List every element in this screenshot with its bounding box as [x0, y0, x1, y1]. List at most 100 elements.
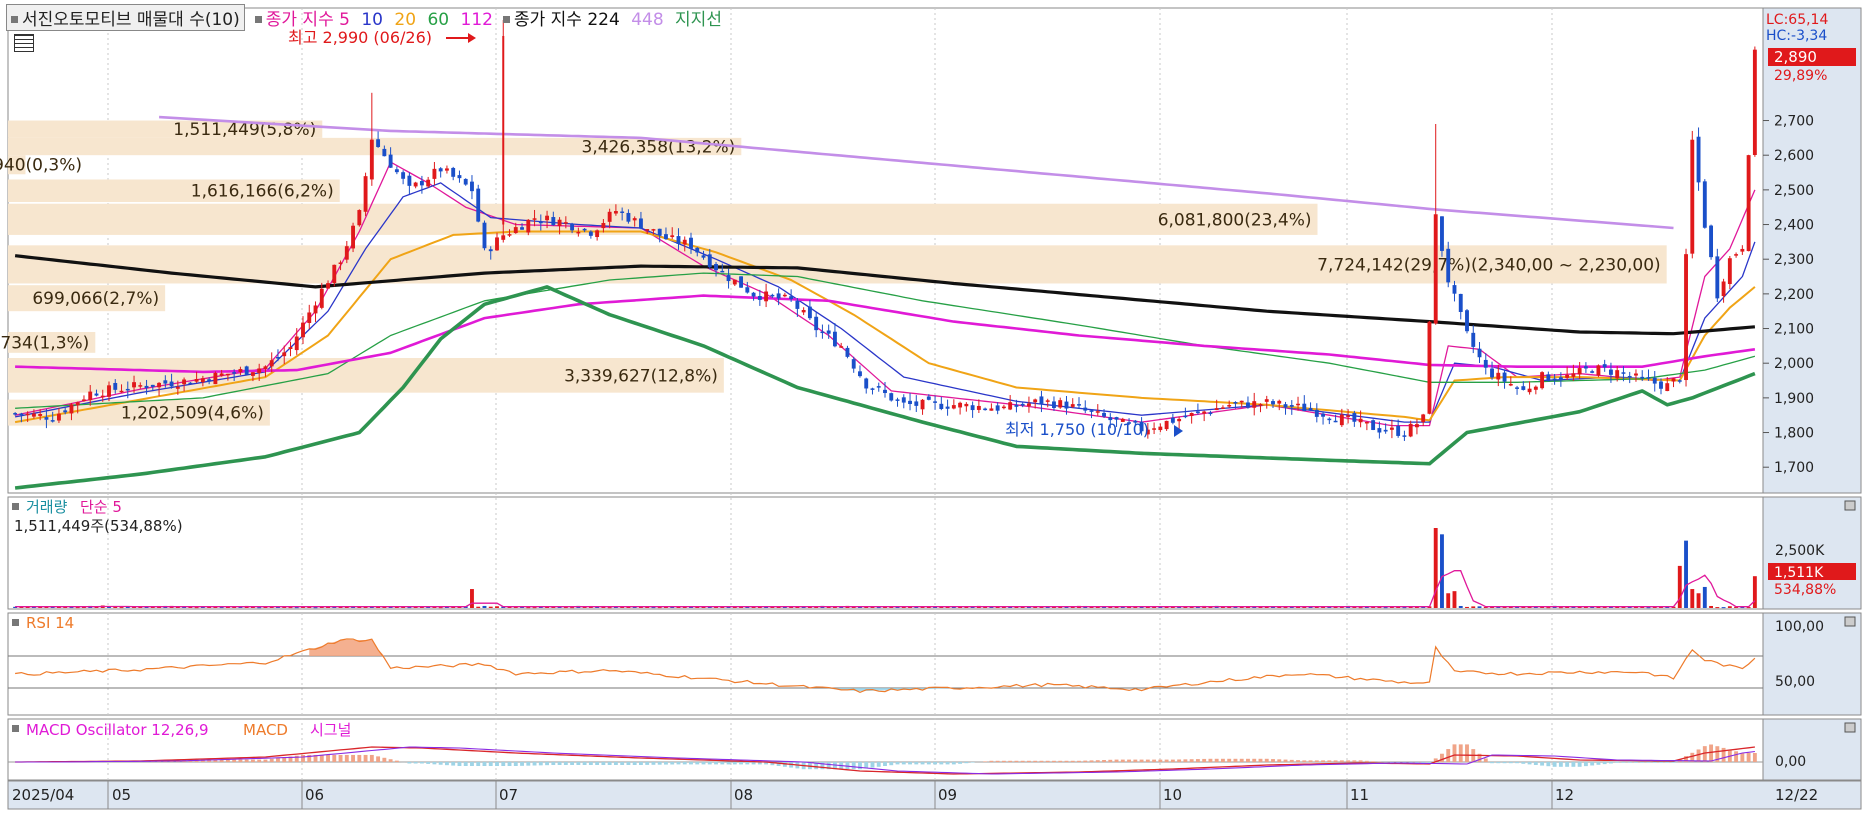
macd-close-button[interactable]: [1845, 723, 1855, 732]
candle-body: [977, 406, 981, 410]
macd-osc-bar: [1709, 745, 1713, 763]
candle-body: [677, 236, 681, 244]
candle-body: [858, 371, 862, 376]
candle-body: [689, 238, 693, 249]
macd-osc-bar: [1296, 760, 1300, 762]
price-tick-label: 2,300: [1774, 252, 1814, 268]
candle-body: [639, 218, 643, 228]
candle-body: [1152, 428, 1156, 430]
candle-body: [1709, 226, 1713, 258]
candle-body: [1690, 140, 1694, 254]
candle-body: [1747, 155, 1751, 251]
rsi-close-button[interactable]: [1845, 617, 1855, 626]
candle-body: [1740, 249, 1744, 252]
candle-body: [1177, 419, 1181, 421]
current-change: 29,89%: [1774, 68, 1827, 84]
price-tick-label: 2,500: [1774, 183, 1814, 199]
candle-body: [276, 357, 280, 359]
time-label: 08: [734, 786, 753, 804]
candle-body: [658, 229, 662, 236]
macd-osc-bar: [1659, 762, 1663, 763]
macd-osc-bar: [1309, 760, 1313, 762]
candle-body: [351, 226, 355, 249]
ma60-legend: 60: [427, 10, 449, 30]
candle-body: [326, 283, 330, 288]
candle-body: [1578, 368, 1582, 374]
title-box[interactable]: 서진오토모티브 매물대 수(10): [6, 4, 245, 31]
candle-body: [770, 295, 774, 297]
macd-osc-bar: [1340, 760, 1344, 762]
macd-osc-bar: [1352, 760, 1356, 762]
candle-body: [101, 396, 105, 398]
macd-osc-bar: [1065, 761, 1069, 762]
macd-osc-bar: [752, 762, 756, 764]
macd-osc-bar: [583, 762, 587, 765]
candle-body: [314, 305, 318, 313]
macd-osc-bar: [1540, 762, 1544, 766]
candle-body: [1509, 384, 1513, 386]
macd-osc-bar: [370, 755, 374, 762]
candle-body: [1340, 415, 1344, 426]
candle-body: [1515, 387, 1519, 389]
candle-body: [683, 240, 687, 245]
ma-long-legend[interactable]: 종가 지수 224 448 지지선: [503, 5, 722, 30]
macd-osc-bar: [1040, 761, 1044, 762]
candle-body: [1471, 333, 1475, 347]
macd-osc-bar: [501, 762, 505, 766]
time-label: 09: [938, 786, 957, 804]
candle-body: [170, 382, 174, 387]
candle-body: [401, 172, 405, 179]
candle-body: [1678, 380, 1682, 382]
table-icon[interactable]: [14, 34, 34, 52]
candle-body: [551, 217, 555, 225]
ma-legend[interactable]: 종가 지수 5 10 20 60 112: [255, 5, 493, 30]
candle-body: [51, 420, 55, 422]
candle-body: [927, 396, 931, 399]
low-label: 최저 1,750 (10/10): [1005, 420, 1149, 439]
macd-osc-bar: [1158, 760, 1162, 762]
macd-osc-bar: [1703, 746, 1707, 762]
macd-osc-bar: [745, 762, 749, 764]
volume-axis-tick: 2,500K: [1775, 543, 1825, 559]
macd-osc-bar: [664, 762, 668, 765]
candle-body: [1415, 424, 1419, 427]
candle-body: [1196, 411, 1200, 413]
macd-osc-bar: [539, 762, 543, 765]
candle-body: [1183, 416, 1187, 418]
price-tick-label: 2,200: [1774, 287, 1814, 303]
macd-osc-bar: [645, 762, 649, 765]
volume-bar: [1684, 541, 1688, 608]
candle-body: [1277, 401, 1281, 404]
candle-body: [695, 248, 699, 253]
macd-osc-bar: [439, 762, 443, 765]
candle-body: [382, 149, 386, 156]
candle-body: [489, 249, 493, 251]
candle-body: [508, 234, 512, 236]
macd-osc-bar: [1371, 761, 1375, 762]
candle-body: [63, 410, 67, 412]
candle-body: [576, 232, 580, 234]
macd-osc-bar: [464, 762, 468, 766]
macd-osc-bar: [1108, 760, 1112, 762]
time-label: 11: [1350, 786, 1369, 804]
candle-body: [1465, 310, 1469, 331]
candle-body: [1227, 405, 1231, 407]
candle-body: [282, 352, 286, 356]
candle-body: [1753, 50, 1757, 155]
macd-osc-bar: [914, 762, 918, 764]
price-tick-label: 1,700: [1774, 460, 1814, 476]
candle-body: [1008, 402, 1012, 409]
volume-close-button[interactable]: [1845, 501, 1855, 510]
ma10-legend: 10: [361, 10, 383, 30]
candle-body: [1290, 405, 1294, 407]
volume-bar: [1690, 589, 1694, 608]
candle-body: [1365, 422, 1369, 424]
candle-body: [1496, 373, 1500, 380]
macd-osc-bar: [1503, 762, 1507, 763]
candle-body: [458, 175, 462, 178]
macd-osc-bar: [1290, 760, 1294, 762]
candle-body: [364, 176, 368, 212]
macd-panel-marker: [12, 725, 19, 732]
candle-body: [1284, 404, 1288, 407]
macd-osc-bar: [601, 762, 605, 765]
